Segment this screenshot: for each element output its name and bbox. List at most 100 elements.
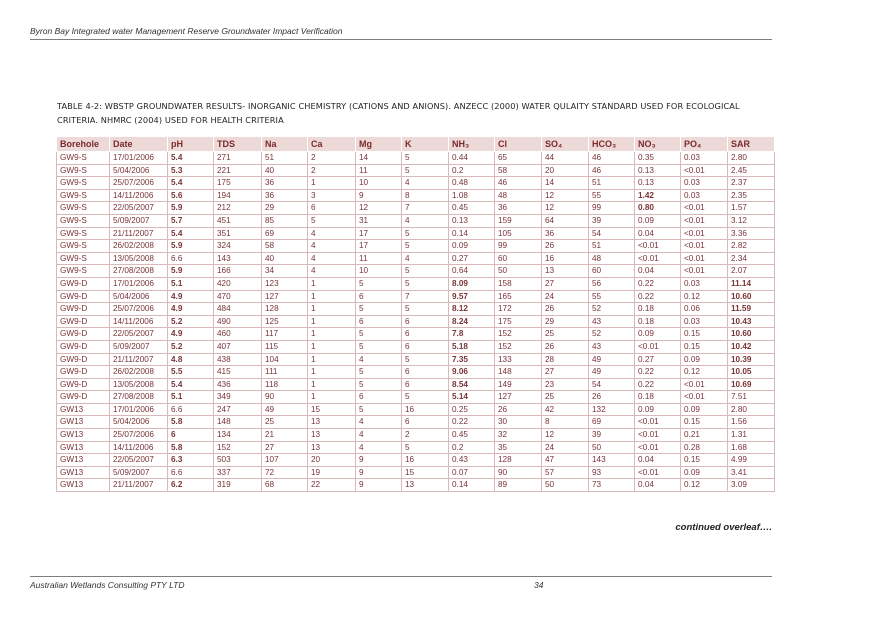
column-header: SO₄ (541, 136, 589, 152)
table-cell: 9 (355, 188, 402, 203)
table-cell: 50 (588, 440, 635, 455)
table-cell: 57 (541, 465, 589, 480)
table-cell: GW9-S (56, 226, 110, 241)
table-cell: 27/08/2008 (109, 390, 168, 404)
table-cell: 152 (213, 440, 262, 455)
table-cell: 4 (355, 440, 402, 455)
table-row: GW9-S 17/01/2006 5.4 271 51 2 14 5 0.44 65 44 46 0.3… (56, 151, 775, 165)
table-cell: 17 (355, 239, 402, 253)
table-cell: 60 (494, 251, 542, 266)
table-cell: 5 (401, 264, 449, 278)
table-cell: 2.07 (727, 264, 775, 278)
table-cell: 5.2 (167, 339, 214, 354)
table-cell: 271 (213, 151, 262, 165)
table-cell: 89 (494, 478, 542, 493)
table-cell: 5/09/2007 (109, 339, 168, 354)
table-cell: 0.12 (680, 478, 728, 493)
table-cell: 5.9 (167, 239, 214, 253)
table-cell: 152 (494, 339, 542, 354)
table-cell: 148 (494, 365, 542, 379)
table-cell: 24 (541, 289, 589, 304)
table-cell: 194 (213, 188, 262, 203)
table-cell: 0.09 (634, 327, 681, 341)
column-header: Mg (355, 136, 402, 152)
table-cell: 148 (213, 415, 262, 430)
table-cell: 4.9 (167, 327, 214, 341)
table-cell: 69 (261, 226, 308, 241)
table-cell: GW9-D (56, 327, 110, 341)
table-cell: 0.22 (634, 276, 681, 291)
table-row: GW13 21/11/2007 6.2 319 68 22 9 13 0.14 89 50 73 0.0… (56, 478, 775, 493)
table-cell: GW13 (56, 478, 110, 493)
table-row: GW9-D 26/02/2008 5.5 415 111 1 5 6 9.06 148 27 49 0.… (56, 365, 775, 379)
table-cell: 49 (588, 352, 635, 367)
table-cell: 21/11/2007 (109, 226, 168, 241)
table-cell: 3.12 (727, 213, 775, 228)
table-cell: 4 (401, 176, 449, 190)
table-cell: 118 (261, 377, 308, 392)
table-cell: 26 (494, 402, 542, 417)
table-cell: 9 (355, 465, 402, 480)
table-cell: 484 (213, 302, 262, 316)
table-cell: 172 (494, 302, 542, 316)
table-cell: 6.6 (167, 402, 214, 417)
table-cell: 39 (588, 428, 635, 442)
table-cell: 0.14 (448, 478, 495, 493)
table-cell: 143 (588, 453, 635, 467)
table-row: GW13 5/04/2006 5.8 148 25 13 4 6 0.22 30 8 69 <0.01 0… (56, 415, 775, 430)
table-cell: 40 (261, 163, 308, 178)
table-cell: 1 (307, 327, 356, 341)
table-cell: 6 (355, 289, 402, 304)
table-cell: 1 (307, 365, 356, 379)
table-cell: 5 (355, 402, 402, 417)
column-header: Ca (307, 136, 356, 152)
table-cell: 26/02/2008 (109, 239, 168, 253)
table-cell: 54 (588, 226, 635, 241)
table-cell: 27 (541, 365, 589, 379)
table-cell: <0.01 (680, 390, 728, 404)
table-cell: 115 (261, 339, 308, 354)
table-cell: 128 (261, 302, 308, 316)
table-cell: 111 (261, 365, 308, 379)
table-cell: 11 (355, 251, 402, 266)
table-cell: 8.54 (448, 377, 495, 392)
table-cell: <0.01 (634, 239, 681, 253)
table-cell: 8 (541, 415, 589, 430)
table-cell: 166 (213, 264, 262, 278)
table-row: GW13 17/01/2006 6.6 247 49 15 5 16 0.25 26 42 132 0.… (56, 402, 775, 417)
table-cell: 5.5 (167, 365, 214, 379)
table-cell: 51 (261, 151, 308, 165)
table-cell: 36 (261, 188, 308, 203)
table-cell: 7 (401, 201, 449, 215)
table-cell: 6.3 (167, 453, 214, 467)
table-cell: 4.99 (727, 453, 775, 467)
table-cell: GW9-D (56, 276, 110, 291)
table-cell: 407 (213, 339, 262, 354)
table-cell: 8 (401, 188, 449, 203)
table-cell: GW9-D (56, 314, 110, 329)
table-cell: 127 (261, 289, 308, 304)
column-header: NO₃ (634, 136, 681, 152)
table-cell: 0.28 (680, 440, 728, 455)
table-cell: 5.8 (167, 415, 214, 430)
table-cell: 10.39 (727, 352, 775, 367)
table-cell: 39 (588, 213, 635, 228)
table-cell: 11 (355, 163, 402, 178)
table-cell: 5/09/2007 (109, 213, 168, 228)
table-cell: 1 (307, 314, 356, 329)
table-row: GW9-S 21/11/2007 5.4 351 69 4 17 5 0.14 105 36 54 0.… (56, 226, 775, 241)
table-cell: 34 (261, 264, 308, 278)
table-row: GW9-S 26/02/2008 5.9 324 58 4 17 5 0.09 99 26 51 <0.… (56, 239, 775, 253)
table-cell: 17/01/2006 (109, 151, 168, 165)
table-cell: 158 (494, 276, 542, 291)
table-cell: 2.80 (727, 402, 775, 417)
table-cell: 4 (401, 213, 449, 228)
table-cell: 25 (541, 327, 589, 341)
table-cell: 104 (261, 352, 308, 367)
table-cell: 5 (401, 352, 449, 367)
column-header: Cl (494, 136, 542, 152)
table-cell: 12 (355, 201, 402, 215)
table-cell: 0.2 (448, 163, 495, 178)
table-cell: 0.25 (448, 402, 495, 417)
table-cell: 12 (541, 201, 589, 215)
